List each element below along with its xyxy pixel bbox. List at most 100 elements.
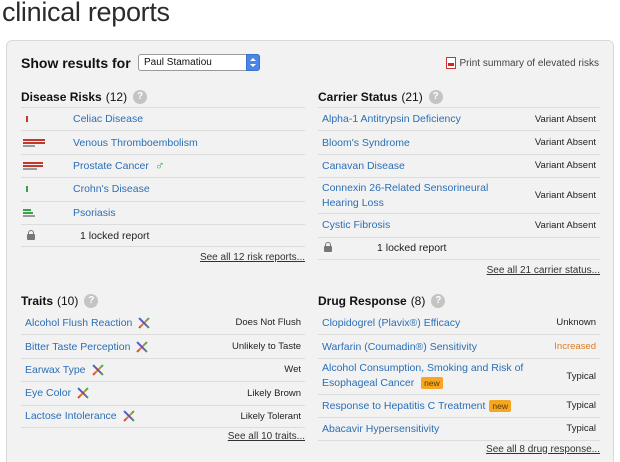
carrier-status-header: Carrier Status (21) ? [318,87,600,107]
carrier-link[interactable]: Alpha-1 Antitrypsin Deficiency [322,113,461,126]
locked-report-row: 1 locked report [318,236,600,260]
risk-bar-icon [23,115,45,123]
disease-link[interactable]: Crohn's Disease [73,183,150,196]
disease-risks-count: (12) [105,90,128,104]
drug-link[interactable]: Alcohol Consumption, Smoking and Risk of… [322,362,524,390]
page-title: clinical reports [2,0,170,27]
see-all-carrier-status-link[interactable]: See all 21 carrier status... [486,264,600,276]
trait-result: Likely Tolerant [240,410,301,422]
carrier-link[interactable]: Canavan Disease [322,159,405,172]
carrier-result: Variant Absent [534,113,596,125]
disease-link[interactable]: Celiac Disease [73,113,144,126]
dna-icon [77,387,89,399]
list-item[interactable]: Alpha-1 Antitrypsin Deficiency Variant A… [318,107,600,130]
list-item[interactable]: Cystic Fibrosis Variant Absent [318,213,600,236]
list-item[interactable]: Alcohol Flush Reaction Does Not Flush [21,311,305,334]
drug-response-section: Drug Response (8) ? Clopidogrel (Plavix®… [318,291,600,461]
drug-link[interactable]: Clopidogrel (Plavix®) Efficacy [322,316,461,329]
disease-risks-section: Disease Risks (12) ? Celiac Disease Veno… [21,87,305,267]
drug-response-header: Drug Response (8) ? [318,291,600,311]
list-item[interactable]: Connexin 26-Related Sensorineural Hearin… [318,177,600,213]
select-arrows-icon[interactable] [246,54,260,71]
dna-icon [138,317,150,329]
list-item[interactable]: Warfarin (Coumadin®) Sensitivity Increas… [318,334,600,357]
carrier-status-section: Carrier Status (21) ? Alpha-1 Antitrypsi… [318,87,600,280]
user-select-value: Paul Stamatiou [144,57,212,68]
list-item[interactable]: Canavan Disease Variant Absent [318,153,600,177]
see-all-risk-reports-link[interactable]: See all 12 risk reports... [199,252,305,264]
disease-link[interactable]: Prostate Cancer [73,159,149,172]
carrier-result: Variant Absent [534,160,596,172]
locked-report-label: 1 locked report [80,229,150,242]
list-item[interactable]: Response to Hepatitis C Treatment new Ty… [318,393,600,417]
list-item[interactable]: Celiac Disease [21,107,305,130]
new-badge: new [489,399,512,412]
male-icon: ♂ [154,158,165,174]
trait-result: Likely Brown [247,387,301,399]
list-item[interactable]: Lactose Intolerance Likely Tolerant [21,404,305,428]
drug-result: Unknown [556,317,596,329]
reports-panel: Show results for Paul Stamatiou Print su… [6,40,614,462]
locked-report-row: 1 locked report [21,223,305,248]
drug-result: Typical [566,370,596,382]
list-item[interactable]: Venous Thromboembolism [21,130,305,153]
list-item[interactable]: Clopidogrel (Plavix®) Efficacy Unknown [318,311,600,334]
risk-bar-icon [23,208,45,217]
carrier-result: Variant Absent [534,190,596,202]
drug-result: Typical [566,423,596,435]
carrier-status-title: Carrier Status [318,90,398,104]
drug-response-count: (8) [410,294,426,308]
disease-risks-header: Disease Risks (12) ? [21,87,305,107]
drug-link[interactable]: Warfarin (Coumadin®) Sensitivity [322,340,477,353]
drug-response-title: Drug Response [318,294,407,308]
carrier-status-count: (21) [401,90,423,104]
trait-result: Unlikely to Taste [232,341,301,353]
disease-risks-title: Disease Risks [21,90,102,104]
trait-link[interactable]: Earwax Type [25,363,86,376]
risk-bar-icon [23,185,45,193]
drug-link[interactable]: Response to Hepatitis C Treatment [322,399,486,412]
traits-title: Traits [21,294,54,308]
disease-link[interactable]: Venous Thromboembolism [73,136,198,149]
carrier-link[interactable]: Bloom's Syndrome [322,136,410,149]
help-icon[interactable]: ? [428,90,443,104]
list-item[interactable]: Prostate Cancer ♂ [21,153,305,177]
dna-icon [123,410,135,422]
new-badge: new [421,377,443,390]
carrier-link[interactable]: Cystic Fibrosis [322,219,391,232]
list-item[interactable]: Earwax Type Wet [21,357,305,381]
print-summary-link[interactable]: Print summary of elevated risks [445,57,600,69]
drug-result: Increased [554,341,596,353]
trait-result: Does Not Flush [235,317,301,329]
list-item[interactable]: Eye Color Likely Brown [21,381,305,404]
traits-section: Traits (10) ? Alcohol Flush Reaction Doe… [21,291,305,448]
drug-link[interactable]: Abacavir Hypersensitivity [322,422,440,435]
dna-icon [136,341,148,353]
locked-report-label: 1 locked report [377,242,447,255]
list-item[interactable]: Bloom's Syndrome Variant Absent [318,130,600,153]
print-summary-label[interactable]: Print summary of elevated risks [459,57,600,69]
disease-link[interactable]: Psoriasis [73,206,116,219]
trait-link[interactable]: Alcohol Flush Reaction [25,316,133,329]
show-results-label: Show results for [21,55,131,71]
help-icon[interactable]: ? [431,294,446,308]
help-icon[interactable]: ? [84,294,99,308]
help-icon[interactable]: ? [133,90,148,104]
carrier-result: Variant Absent [534,219,596,231]
drug-result: Typical [566,400,596,412]
list-item[interactable]: Abacavir Hypersensitivity Typical [318,417,600,441]
user-select[interactable]: Paul Stamatiou [138,54,260,71]
trait-link[interactable]: Bitter Taste Perception [25,340,131,353]
list-item[interactable]: Psoriasis [21,200,305,224]
trait-link[interactable]: Eye Color [25,387,72,400]
list-item[interactable]: Crohn's Disease [21,177,305,200]
dna-icon [92,364,104,376]
list-item[interactable]: Bitter Taste Perception Unlikely to Tast… [21,334,305,357]
lock-icon [27,229,35,240]
see-all-traits-link[interactable]: See all 10 traits... [227,430,305,442]
list-item[interactable]: Alcohol Consumption, Smoking and Risk of… [318,357,600,394]
trait-result: Wet [284,364,301,376]
trait-link[interactable]: Lactose Intolerance [25,410,117,423]
see-all-drug-response-link[interactable]: See all 8 drug response... [486,443,600,455]
carrier-link[interactable]: Connexin 26-Related Sensorineural Hearin… [322,181,489,209]
